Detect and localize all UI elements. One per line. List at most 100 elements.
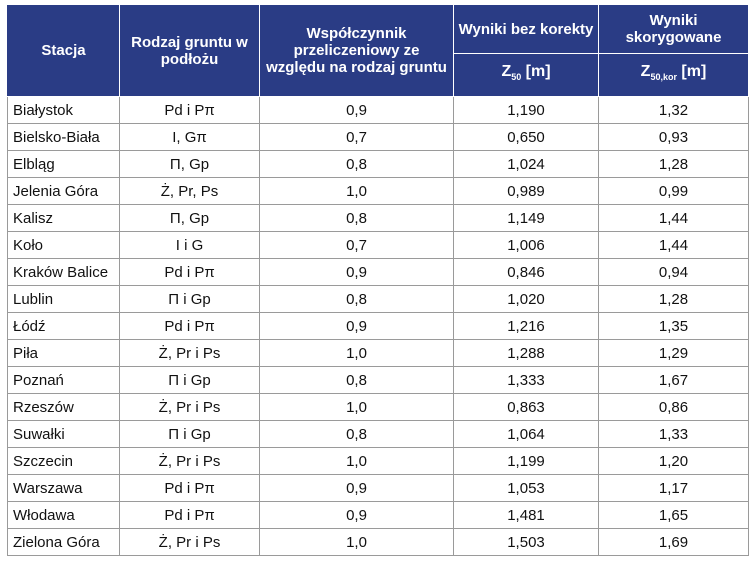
coefficient-cell: 0,9 — [259, 474, 454, 502]
table-row: Kraków Balice Pd i Pπ 0,9 0,846 0,94 — [7, 258, 749, 286]
header-coefficient: Współczynnik przeliczeniowy ze względu n… — [259, 4, 454, 97]
header-corrected: Wyniki skorygowane — [598, 4, 749, 54]
table-row: Elbląg Π, Gp 0,8 1,024 1,28 — [7, 150, 749, 178]
coefficient-cell: 1,0 — [259, 339, 454, 367]
uncorrected-cell: 1,149 — [453, 204, 599, 232]
header-corrected-unit: Z50,kor [m] — [598, 53, 749, 97]
soil-type-cell: Ż, Pr i Ps — [119, 393, 260, 421]
corrected-cell: 0,99 — [598, 177, 749, 205]
station-cell: Białystok — [7, 96, 120, 124]
coefficient-cell: 0,9 — [259, 501, 454, 529]
station-cell: Elbląg — [7, 150, 120, 178]
station-cell: Lublin — [7, 285, 120, 313]
corrected-cell: 1,20 — [598, 447, 749, 475]
soil-type-cell: I i G — [119, 231, 260, 259]
soil-type-cell: Pd i Pπ — [119, 501, 260, 529]
station-cell: Szczecin — [7, 447, 120, 475]
table-row: Poznań Π i Gp 0,8 1,333 1,67 — [7, 366, 749, 394]
coefficient-cell: 0,8 — [259, 366, 454, 394]
table-row: Łódź Pd i Pπ 0,9 1,216 1,35 — [7, 312, 749, 340]
table-row: Włodawa Pd i Pπ 0,9 1,481 1,65 — [7, 501, 749, 529]
header-soil-type: Rodzaj gruntu w podłożu — [119, 4, 260, 97]
coefficient-cell: 0,7 — [259, 123, 454, 151]
header-uncorrected-unit: Z50 [m] — [453, 53, 599, 97]
uncorrected-cell: 1,064 — [453, 420, 599, 448]
coefficient-cell: 0,9 — [259, 312, 454, 340]
coefficient-cell: 1,0 — [259, 528, 454, 556]
corrected-cell: 1,35 — [598, 312, 749, 340]
uncorrected-cell: 1,333 — [453, 366, 599, 394]
corrected-cell: 0,94 — [598, 258, 749, 286]
corrected-cell: 1,28 — [598, 285, 749, 313]
uncorrected-cell: 1,006 — [453, 231, 599, 259]
station-cell: Włodawa — [7, 501, 120, 529]
coefficient-cell: 1,0 — [259, 393, 454, 421]
station-cell: Jelenia Góra — [7, 177, 120, 205]
table-row: Rzeszów Ż, Pr i Ps 1,0 0,863 0,86 — [7, 393, 749, 421]
station-cell: Poznań — [7, 366, 120, 394]
soil-type-cell: Ż, Pr, Ps — [119, 177, 260, 205]
table-body: Białystok Pd i Pπ 0,9 1,190 1,32 Bielsko-Biał… — [7, 96, 749, 556]
soil-type-cell: Π i Gp — [119, 420, 260, 448]
corrected-cell: 1,44 — [598, 204, 749, 232]
corrected-cell: 1,28 — [598, 150, 749, 178]
corrected-cell: 1,67 — [598, 366, 749, 394]
coefficient-cell: 0,7 — [259, 231, 454, 259]
coefficient-cell: 0,9 — [259, 96, 454, 124]
coefficient-cell: 0,8 — [259, 285, 454, 313]
soil-type-cell: Pd i Pπ — [119, 96, 260, 124]
corrected-cell: 1,32 — [598, 96, 749, 124]
uncorrected-cell: 1,216 — [453, 312, 599, 340]
coefficient-cell: 0,9 — [259, 258, 454, 286]
coefficient-cell: 0,8 — [259, 150, 454, 178]
soil-type-cell: Ż, Pr i Ps — [119, 339, 260, 367]
station-cell: Koło — [7, 231, 120, 259]
uncorrected-cell: 1,053 — [453, 474, 599, 502]
uncorrected-cell: 1,288 — [453, 339, 599, 367]
station-cell: Bielsko-Biała — [7, 123, 120, 151]
uncorrected-cell: 1,024 — [453, 150, 599, 178]
station-cell: Suwałki — [7, 420, 120, 448]
table-row: Zielona Góra Ż, Pr i Ps 1,0 1,503 1,69 — [7, 528, 749, 556]
soil-type-cell: Π, Gp — [119, 150, 260, 178]
uncorrected-cell: 0,863 — [453, 393, 599, 421]
uncorrected-cell: 1,190 — [453, 96, 599, 124]
header-uncorrected: Wyniki bez korekty — [453, 4, 599, 54]
soil-type-cell: Pd i Pπ — [119, 258, 260, 286]
uncorrected-cell: 0,650 — [453, 123, 599, 151]
corrected-cell: 1,29 — [598, 339, 749, 367]
coefficient-cell: 1,0 — [259, 447, 454, 475]
station-cell: Warszawa — [7, 474, 120, 502]
station-cell: Łódź — [7, 312, 120, 340]
soil-type-cell: Π i Gp — [119, 366, 260, 394]
table-row: Suwałki Π i Gp 0,8 1,064 1,33 — [7, 420, 749, 448]
station-cell: Kraków Balice — [7, 258, 120, 286]
uncorrected-cell: 0,989 — [453, 177, 599, 205]
coefficient-cell: 1,0 — [259, 177, 454, 205]
table-row: Piła Ż, Pr i Ps 1,0 1,288 1,29 — [7, 339, 749, 367]
header-station: Stacja — [7, 4, 120, 97]
table-row: Szczecin Ż, Pr i Ps 1,0 1,199 1,20 — [7, 447, 749, 475]
corrected-cell: 1,69 — [598, 528, 749, 556]
uncorrected-cell: 1,020 — [453, 285, 599, 313]
station-cell: Rzeszów — [7, 393, 120, 421]
table-row: Kalisz Π, Gp 0,8 1,149 1,44 — [7, 204, 749, 232]
table-row: Białystok Pd i Pπ 0,9 1,190 1,32 — [7, 96, 749, 124]
uncorrected-cell: 0,846 — [453, 258, 599, 286]
uncorrected-cell: 1,503 — [453, 528, 599, 556]
uncorrected-cell: 1,481 — [453, 501, 599, 529]
station-cell: Zielona Góra — [7, 528, 120, 556]
table-row: Lublin Π i Gp 0,8 1,020 1,28 — [7, 285, 749, 313]
table-row: Jelenia Góra Ż, Pr, Ps 1,0 0,989 0,99 — [7, 177, 749, 205]
corrected-cell: 1,65 — [598, 501, 749, 529]
table-row: Koło I i G 0,7 1,006 1,44 — [7, 231, 749, 259]
corrected-cell: 0,93 — [598, 123, 749, 151]
coefficient-cell: 0,8 — [259, 204, 454, 232]
corrected-cell: 1,33 — [598, 420, 749, 448]
soil-type-cell: I, Gπ — [119, 123, 260, 151]
soil-type-cell: Π i Gp — [119, 285, 260, 313]
corrected-cell: 1,44 — [598, 231, 749, 259]
soil-type-cell: Pd i Pπ — [119, 474, 260, 502]
uncorrected-cell: 1,199 — [453, 447, 599, 475]
coefficient-cell: 0,8 — [259, 420, 454, 448]
